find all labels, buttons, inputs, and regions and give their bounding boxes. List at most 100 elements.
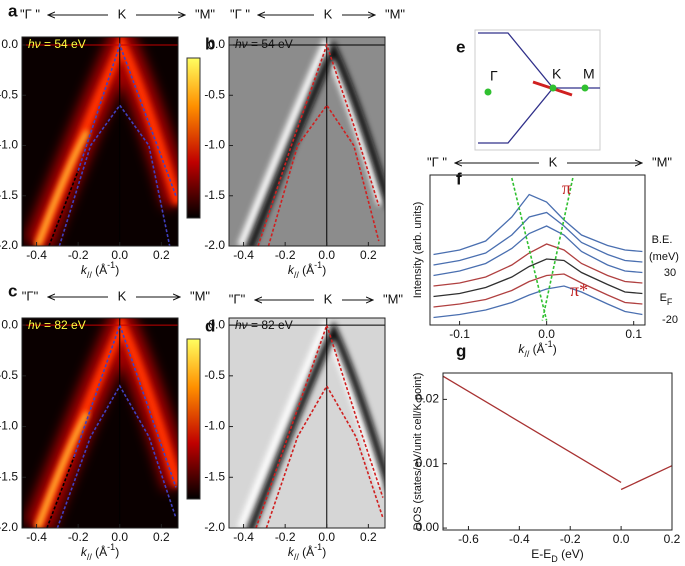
x-tick-label: -0.2 [68,530,89,544]
frame [21,317,179,529]
y-tick-label: -1.5 [204,469,225,483]
data-line [433,243,643,287]
x-tick-label: 0.0 [538,327,555,341]
spectrum-dark [247,321,385,528]
direction-label: "M" [385,6,405,21]
label-part: // [87,552,93,562]
x-tick-label: -0.4 [233,248,254,262]
label-part: (Å [529,341,544,356]
y-tick-label: -0.5 [0,87,18,101]
y-axis-label: DOS (states/eV/unit cell/K point) [412,373,424,531]
plot-area [433,177,643,321]
direction-label: "Γ" [22,288,39,303]
direction-label: K [324,291,333,306]
data-line [58,103,171,246]
x-tick-label: -0.1 [449,327,470,341]
band-label: π [562,178,571,198]
direction-label: K [324,6,333,21]
label-part: ) [322,263,326,277]
x-axis-label: k// (Å-1) [288,260,326,280]
energy-annotation: hν = 82 eV [235,318,293,332]
x-tick-label: -0.4 [233,530,254,544]
label-part: (Å [92,262,107,277]
energy-label: 30 [664,267,676,279]
x-tick-label: -0.2 [560,532,581,546]
y-tick-label: -0.5 [0,368,18,382]
k-point [549,84,557,92]
x-axis-label: k// (Å-1) [81,260,119,280]
spectrum-core [35,130,90,246]
y-tick-label: 0.00 [416,520,440,534]
label-part: ) [322,545,326,559]
y-tick-label: -1.0 [204,138,225,152]
spectrum-dark [247,40,385,246]
label-part: = 54 eV [41,37,86,51]
y-tick-label: 0.0 [208,317,225,331]
x-tick-label: -0.2 [275,248,296,262]
data-line [433,273,643,308]
label-part: DOS (states/eV/unit cell/K point) [412,373,424,531]
data-line [267,103,380,246]
direction-label: "M" [383,291,403,306]
diagram-frame [474,29,601,151]
label-part: k [81,545,88,559]
data-line [265,384,384,528]
energy-label: EF [660,292,673,307]
panel-letter: d [205,316,215,335]
x-tick-label: -0.2 [275,530,296,544]
direction-label: K [549,154,558,169]
y-tick-label: 0.0 [1,37,18,51]
energy-annotation: hν = 82 eV [28,318,86,332]
label-part: (eV) [558,547,584,561]
data-line [433,258,643,298]
label-part: -1 [107,542,115,552]
label-part: = 82 eV [248,318,293,332]
label-part: (Å [299,262,314,277]
label-part: // [87,270,93,280]
y-tick-label: 0.0 [1,317,18,331]
x-tick-label: 0.0 [318,530,335,544]
label-part: F [667,297,673,307]
label-part: k [518,342,525,356]
y-tick-label: -1.0 [0,138,18,152]
y-tick-label: -0.5 [204,87,225,101]
data-line [541,177,574,321]
plot-area [22,318,178,528]
frame [21,36,179,247]
colorbar [186,57,201,219]
label-part: hν [28,318,41,332]
energy-label: (meV) [649,251,679,263]
x-tick-label: 0.2 [360,530,377,544]
panel-letter: c [8,281,17,300]
direction-label: "Γ " [427,154,447,169]
direction-label: "M" [195,6,215,21]
x-tick-label: 0.2 [664,532,681,546]
band-label: π* [570,280,588,300]
x-axis-label: k// (Å-1) [518,339,556,359]
label-part: E [660,292,667,304]
direction-label: "Γ " [20,6,40,21]
energy-label: -20 [662,314,678,326]
x-tick-label: 0.0 [613,532,630,546]
data-line [255,322,384,528]
y-tick-label: 0.01 [416,456,440,470]
label-part: -1 [314,260,322,270]
frame [228,317,386,529]
x-tick-label: 0.2 [153,530,170,544]
x-tick-label: 0.2 [360,248,377,262]
data-line [443,375,672,491]
data-line [433,225,643,277]
plot-area [443,375,672,491]
y-tick-label: -1.5 [204,188,225,202]
plot-area [22,37,178,246]
x-tick-label: 0.0 [111,530,128,544]
y-tick-label: -1.5 [0,469,18,483]
frame [429,174,646,326]
label-part: k [288,545,295,559]
x-axis-label: E-ED (eV) [531,547,584,564]
m-point [581,84,589,92]
y-tick-label: -1.5 [0,188,18,202]
label-part: hν [235,318,248,332]
gamma-point [484,88,492,96]
